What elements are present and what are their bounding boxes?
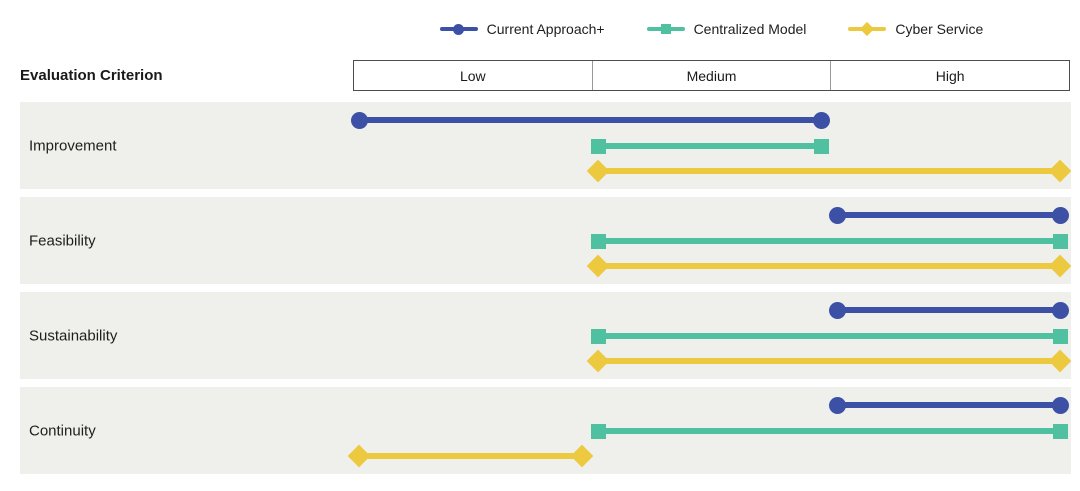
range-line-centralized-model [598,238,1060,244]
diamond-legend-icon [848,21,887,37]
legend: Current Approach+ Centralized Model Cyber … [353,16,1070,42]
criterion-row-label: Improvement [29,137,117,154]
square-marker-end [1052,423,1068,439]
square-marker-end [813,138,829,154]
range-line-current-approach [837,402,1060,408]
diamond-marker-end [570,444,594,468]
circle-marker-end [1051,206,1069,224]
circle-marker-start [350,111,368,129]
square-marker-start [590,233,606,249]
circle-marker-start [828,206,846,224]
diamond-marker-start [347,444,371,468]
circle-marker-start [828,396,846,414]
diamond-marker-start [586,254,610,278]
criterion-row-feasibility: Feasibility [20,197,1072,284]
legend-item: Current Approach+ [439,21,605,37]
diamond-marker-end [1048,159,1072,183]
diamond-marker-start [586,159,610,183]
square-marker-start [590,328,606,344]
range-line-centralized-model [598,333,1060,339]
legend-item: Centralized Model [646,21,807,37]
legend-label: Current Approach+ [486,21,605,37]
legend-label: Centralized Model [693,21,807,37]
range-line-cyber-service [359,453,582,459]
level-header-medium: Medium [591,61,831,90]
square-marker-start [590,138,606,154]
criterion-row-label: Sustainability [29,327,118,344]
square-legend-icon [646,24,685,34]
diamond-marker [860,21,875,37]
circle-marker-end [1051,396,1069,414]
criterion-row-sustainability: Sustainability [20,292,1072,379]
level-header-high: High [830,61,1069,90]
legend-label: Cyber Service [895,21,984,37]
range-line-current-approach [837,212,1060,218]
diamond-marker-end [1048,349,1072,373]
square-marker-end [1052,328,1068,344]
range-line-centralized-model [598,143,821,149]
circle-marker-end [812,111,830,129]
criterion-row-label: Feasibility [29,232,96,249]
circle-marker-end [1051,301,1069,319]
range-line-cyber-service [598,358,1060,364]
range-line-centralized-model [598,428,1060,434]
square-marker-end [1052,233,1068,249]
range-line-cyber-service [598,168,1060,174]
range-line-current-approach [359,117,821,123]
level-header-row: Low Medium High [353,60,1070,91]
range-line-current-approach [837,307,1060,313]
circle-legend-icon [439,23,478,35]
square-marker-start [590,423,606,439]
diamond-marker-start [586,349,610,373]
circle-marker-start [828,301,846,319]
criterion-row-improvement: Improvement [20,102,1072,189]
range-line-cyber-service [598,263,1060,269]
criterion-row-continuity: Continuity [20,387,1071,474]
level-header-low: Low [459,67,486,84]
square-marker [660,24,671,34]
criterion-column-header: Evaluation Criterion [20,67,163,84]
legend-item: Cyber Service [848,21,983,37]
circle-marker [453,23,465,35]
diamond-marker-end [1048,254,1072,278]
criterion-row-label: Continuity [29,422,96,439]
